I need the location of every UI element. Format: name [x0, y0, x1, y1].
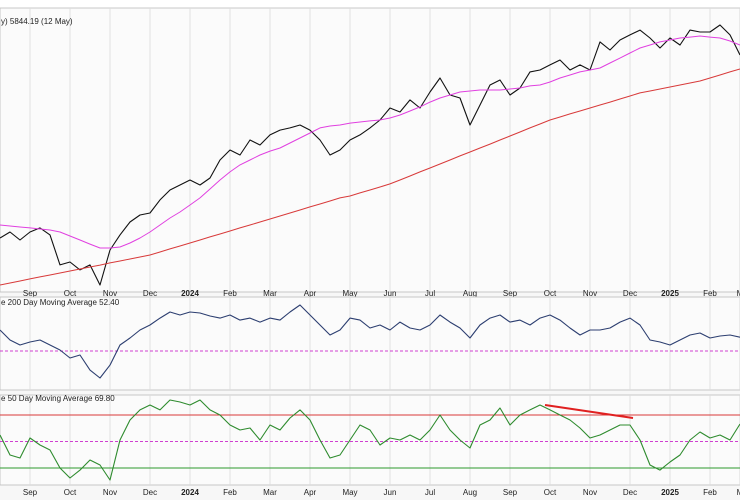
x-tick-label: Feb: [703, 488, 717, 497]
x-tick-label: Nov: [583, 289, 597, 298]
series-line: [0, 399, 740, 481]
series-line: [0, 35, 740, 249]
x-tick-label: Apr: [304, 488, 317, 497]
x-tick-label: Aug: [463, 488, 477, 497]
x-tick-label: May: [342, 488, 357, 497]
series-line: [0, 68, 740, 286]
x-tick-label: Jun: [384, 289, 397, 298]
x-tick-label: Mar: [263, 488, 277, 497]
series-line: [0, 304, 740, 379]
trend-line: [544, 404, 634, 419]
x-tick-label: Oct: [544, 289, 557, 298]
x-tick-label: Oct: [64, 488, 77, 497]
x-tick-label: Mar: [263, 289, 277, 298]
x-tick-label: Nov: [103, 289, 117, 298]
panel-title: e 50 Day Moving Average 69.80: [1, 394, 115, 403]
x-tick-label: Dec: [143, 289, 157, 298]
x-tick-label: Jun: [384, 488, 397, 497]
x-tick-label: Aug: [463, 289, 477, 298]
x-tick-label: 2024: [181, 289, 199, 298]
series-line: [0, 24, 740, 286]
x-tick-label: Sep: [23, 289, 38, 298]
x-tick-label: May: [342, 289, 357, 298]
panel-title: y) 5844.19 (12 May): [1, 17, 73, 26]
panel: [0, 394, 740, 486]
panel: [0, 296, 740, 391]
x-tick-label: Oct: [544, 488, 557, 497]
x-tick-label: Nov: [103, 488, 117, 497]
x-tick-label: Jul: [425, 289, 435, 298]
panel: [0, 7, 740, 293]
x-tick-label: M: [737, 488, 740, 497]
x-tick-label: Nov: [583, 488, 597, 497]
x-tick-label: 2025: [661, 289, 679, 298]
x-tick-label: Sep: [23, 488, 38, 497]
x-tick-label: Feb: [223, 289, 237, 298]
header-strip: [0, 0, 740, 8]
x-tick-label: Dec: [623, 289, 637, 298]
x-tick-label: Jul: [425, 488, 435, 497]
x-tick-label: Sep: [503, 289, 518, 298]
x-tick-label: Feb: [223, 488, 237, 497]
x-tick-label: Dec: [143, 488, 157, 497]
x-tick-label: Oct: [64, 289, 77, 298]
x-tick-label: 2025: [661, 488, 679, 497]
x-tick-label: Apr: [304, 289, 317, 298]
x-tick-label: 2024: [181, 488, 199, 497]
x-tick-label: Dec: [623, 488, 637, 497]
x-tick-label: Sep: [503, 488, 518, 497]
panel-title: e 200 Day Moving Average 52.40: [1, 298, 120, 307]
x-tick-label: M: [737, 289, 740, 298]
x-tick-label: Feb: [703, 289, 717, 298]
